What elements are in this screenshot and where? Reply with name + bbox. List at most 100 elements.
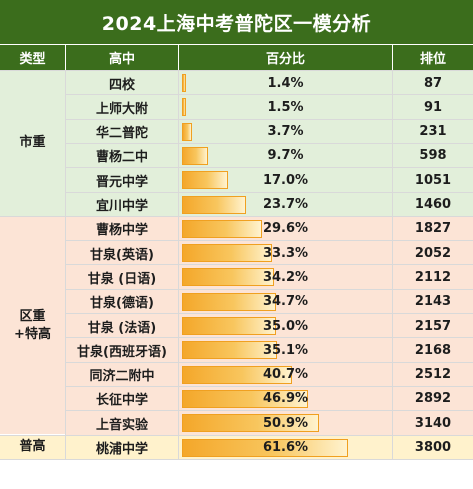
- percent-bar: [182, 438, 349, 457]
- row-divider: [66, 94, 473, 96]
- rank-value: 1827: [393, 216, 473, 241]
- percent-bar: [182, 195, 246, 214]
- percent-bar: [182, 219, 262, 238]
- group-label: 普高: [0, 435, 65, 459]
- row-divider: [66, 240, 473, 242]
- percent-bar: [182, 414, 320, 433]
- percent-value: 3.7%: [267, 124, 304, 140]
- group-label: 区重 +特高: [0, 216, 65, 435]
- column-divider: [392, 70, 393, 459]
- percent-bar: [182, 146, 209, 165]
- school-name: 桃浦中学: [66, 435, 178, 460]
- row-divider: [66, 191, 473, 193]
- percent-value: 50.9%: [262, 415, 309, 431]
- school-name: 甘泉 (法语): [66, 314, 178, 338]
- rank-value: 2157: [393, 314, 473, 338]
- percent-value: 23.7%: [262, 197, 309, 212]
- percent-bar: [182, 365, 292, 384]
- percent-cell: 50.9%: [179, 411, 392, 436]
- percent-bar: [182, 341, 277, 360]
- percent-bar: [182, 74, 186, 92]
- rank-value: 2052: [393, 241, 473, 266]
- row-divider: [66, 118, 473, 120]
- percent-cell: 35.0%: [179, 314, 392, 338]
- row-divider: [66, 410, 473, 412]
- rank-value: 2168: [393, 338, 473, 363]
- percent-cell: 29.6%: [179, 216, 392, 241]
- rank-value: 231: [393, 119, 473, 144]
- school-name: 四校: [66, 71, 178, 95]
- school-name: 华二普陀: [66, 119, 178, 144]
- rank-value: 1051: [393, 168, 473, 193]
- row-divider: [66, 264, 473, 266]
- rank-value: 1460: [393, 192, 473, 217]
- percent-value: 40.7%: [262, 367, 309, 383]
- rank-value: 2143: [393, 289, 473, 314]
- percent-bar: [182, 389, 309, 408]
- header-school: 高中: [66, 45, 178, 70]
- row-divider: [66, 313, 473, 314]
- rank-value: 3140: [393, 411, 473, 436]
- column-divider: [178, 70, 179, 459]
- rank-value: 87: [393, 71, 473, 95]
- percent-value: 9.7%: [267, 148, 304, 164]
- row-divider: [66, 167, 473, 169]
- percent-value: 46.9%: [262, 391, 309, 407]
- row-divider: [0, 215, 473, 217]
- school-name: 甘泉(英语): [66, 241, 178, 266]
- row-divider: [0, 434, 473, 436]
- percent-bar: [182, 317, 277, 335]
- school-name: 上师大附: [66, 95, 178, 120]
- percent-value: 35.0%: [262, 318, 309, 334]
- percent-value: 1.5%: [267, 99, 304, 115]
- header-percent: 百分比: [179, 45, 392, 70]
- row-divider: [0, 458, 473, 460]
- row-divider: [66, 288, 473, 290]
- percent-value: 17.0%: [262, 172, 309, 188]
- school-name: 晋元中学: [66, 168, 178, 193]
- rank-value: 2512: [393, 362, 473, 387]
- school-name: 甘泉(西班牙语): [66, 338, 178, 363]
- rank-value: 598: [393, 143, 473, 168]
- percent-bar: [182, 268, 275, 287]
- row-divider: [66, 337, 473, 339]
- percent-value: 34.2%: [262, 269, 309, 285]
- percent-cell: 34.7%: [179, 289, 392, 314]
- header-type: 类型: [0, 45, 65, 70]
- row-divider: [66, 361, 473, 363]
- percent-value: 61.6%: [262, 440, 309, 455]
- percent-cell: 23.7%: [179, 192, 392, 217]
- school-name: 上音实验: [66, 411, 178, 436]
- group-label: 市重: [0, 71, 65, 216]
- column-divider: [65, 70, 66, 459]
- percent-cell: 1.5%: [179, 95, 392, 120]
- percent-bar: [182, 292, 276, 311]
- header-rank: 排位: [393, 45, 473, 70]
- percent-cell: 35.1%: [179, 338, 392, 363]
- rank-value: 91: [393, 95, 473, 120]
- rank-value: 2112: [393, 265, 473, 290]
- percent-value: 29.6%: [262, 221, 309, 237]
- school-name: 长征中学: [66, 386, 178, 411]
- school-name: 曹杨二中: [66, 143, 178, 168]
- school-name: 宜川中学: [66, 192, 178, 217]
- rank-value: 2892: [393, 386, 473, 411]
- school-name: 甘泉 (日语): [66, 265, 178, 290]
- percent-bar: [182, 122, 192, 141]
- school-name: 同济二附中: [66, 362, 178, 387]
- percent-cell: 3.7%: [179, 119, 392, 144]
- percent-value: 35.1%: [262, 342, 309, 358]
- percent-bar: [182, 244, 272, 263]
- percent-cell: 34.2%: [179, 265, 392, 290]
- percent-value: 34.7%: [262, 294, 309, 310]
- percent-cell: 61.6%: [179, 435, 392, 460]
- page-title: 2024上海中考普陀区一模分析: [0, 0, 473, 44]
- percent-cell: 40.7%: [179, 362, 392, 387]
- percent-cell: 9.7%: [179, 143, 392, 168]
- school-name: 甘泉(德语): [66, 289, 178, 314]
- percent-value: 33.3%: [262, 245, 309, 261]
- percent-bar: [182, 98, 187, 117]
- rank-value: 3800: [393, 435, 473, 460]
- percent-cell: 46.9%: [179, 386, 392, 411]
